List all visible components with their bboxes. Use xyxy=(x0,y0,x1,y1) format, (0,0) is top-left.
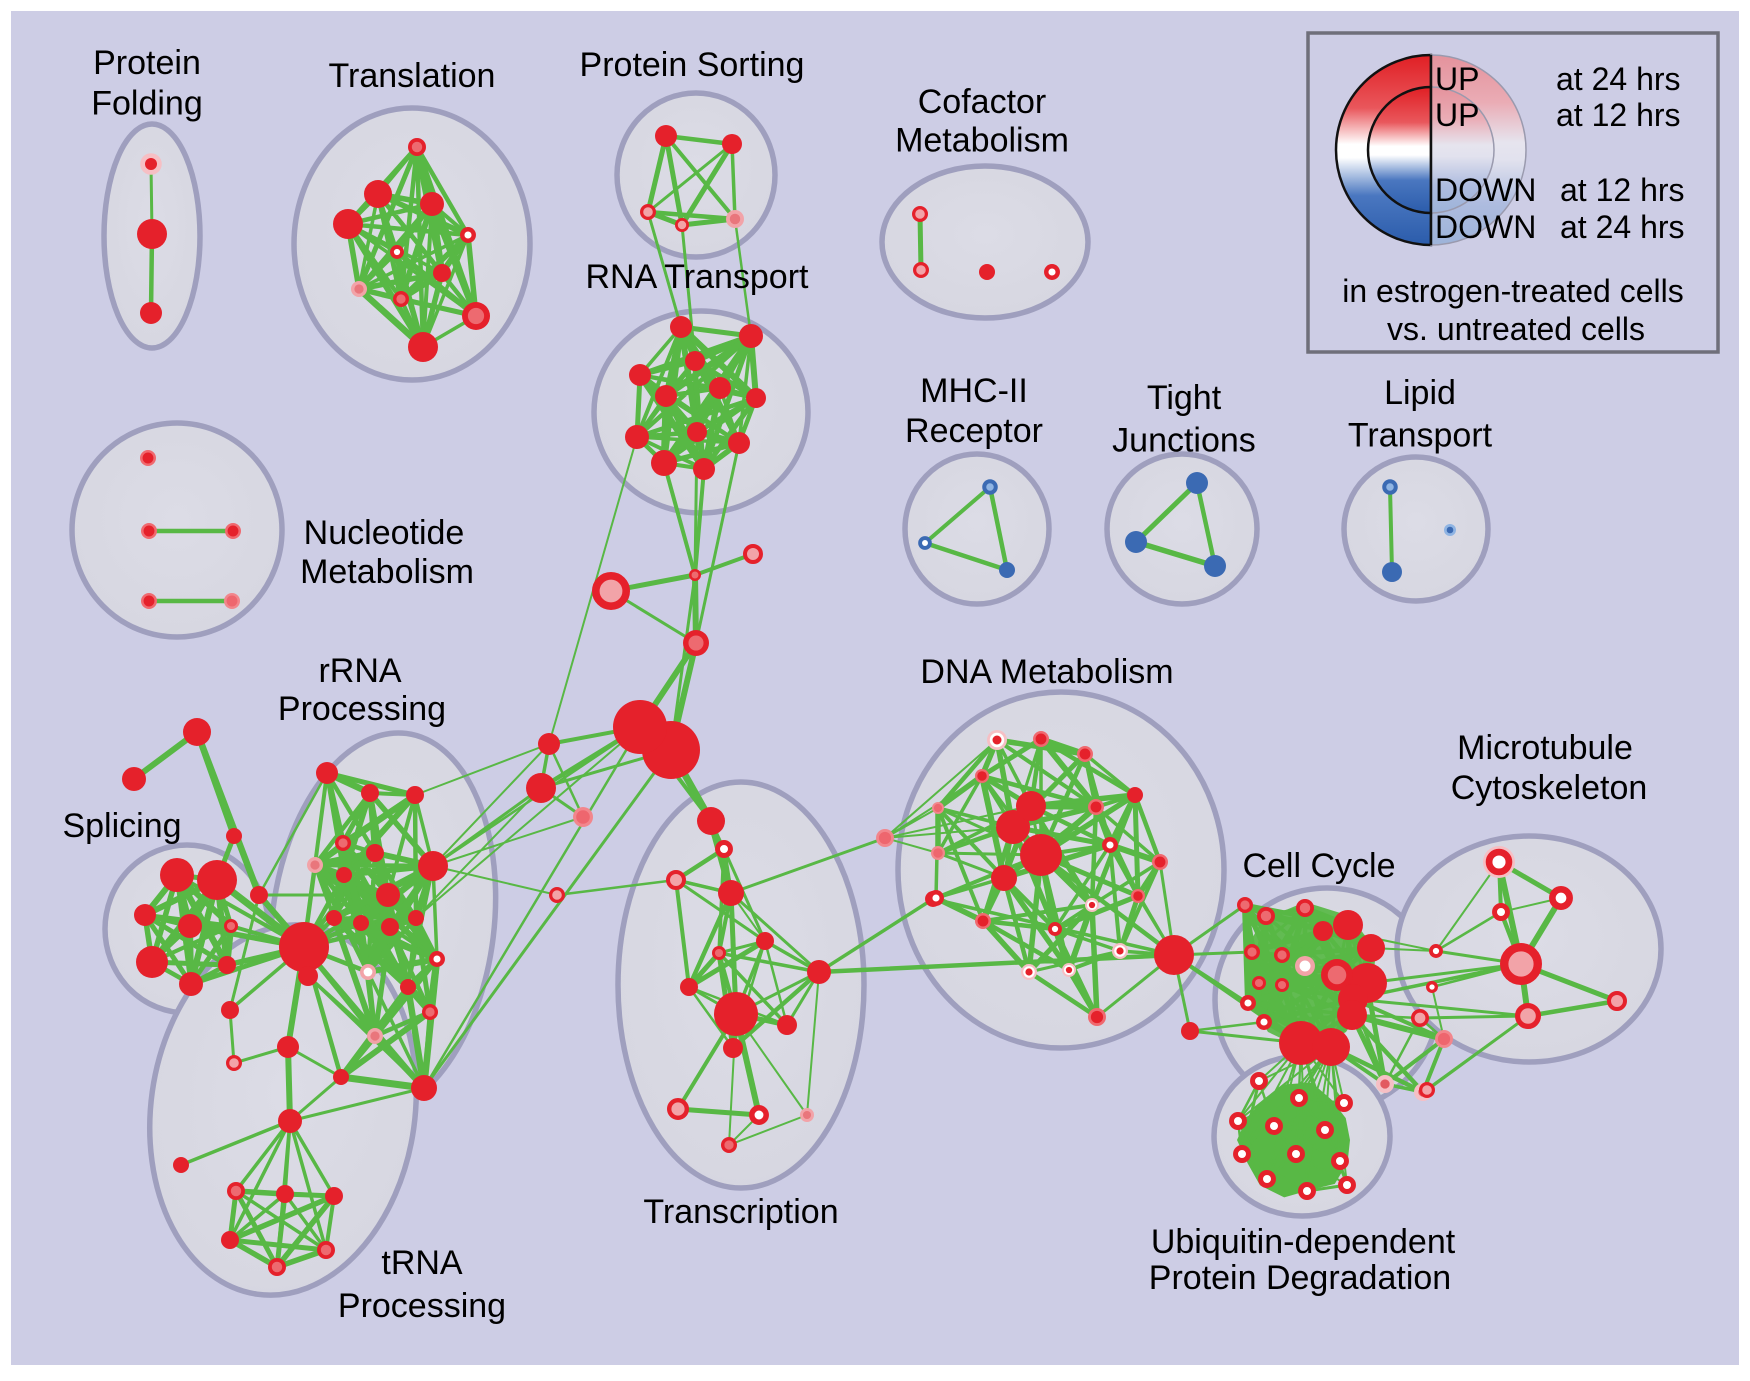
svg-text:Protein Degradation: Protein Degradation xyxy=(1149,1259,1451,1297)
svg-text:Transcription: Transcription xyxy=(643,1193,838,1231)
svg-text:Cofactor: Cofactor xyxy=(918,83,1047,121)
svg-text:Tight: Tight xyxy=(1147,379,1222,417)
svg-text:Protein Sorting: Protein Sorting xyxy=(580,46,805,84)
svg-text:UP: UP xyxy=(1435,61,1479,97)
svg-text:at 24 hrs: at 24 hrs xyxy=(1560,209,1685,245)
svg-text:Metabolism: Metabolism xyxy=(300,553,474,591)
svg-text:in estrogen-treated cells: in estrogen-treated cells xyxy=(1342,273,1684,309)
svg-text:Processing: Processing xyxy=(278,690,446,728)
svg-text:tRNA: tRNA xyxy=(381,1244,463,1282)
svg-text:RNA Transport: RNA Transport xyxy=(586,258,810,296)
svg-text:Metabolism: Metabolism xyxy=(895,122,1069,160)
svg-text:rRNA: rRNA xyxy=(318,652,401,690)
svg-text:DOWN: DOWN xyxy=(1435,209,1536,245)
svg-text:Nucleotide: Nucleotide xyxy=(304,514,465,552)
svg-text:Lipid: Lipid xyxy=(1384,374,1456,412)
svg-text:Receptor: Receptor xyxy=(905,412,1043,450)
svg-text:Translation: Translation xyxy=(329,57,496,95)
svg-text:vs. untreated cells: vs. untreated cells xyxy=(1387,311,1645,347)
svg-text:Cytoskeleton: Cytoskeleton xyxy=(1451,769,1648,807)
svg-text:Junctions: Junctions xyxy=(1112,422,1256,460)
svg-text:Ubiquitin-dependent: Ubiquitin-dependent xyxy=(1151,1223,1456,1261)
svg-text:Transport: Transport xyxy=(1348,417,1493,455)
svg-text:Processing: Processing xyxy=(338,1287,506,1325)
svg-text:DOWN: DOWN xyxy=(1435,172,1536,208)
svg-text:at 12 hrs: at 12 hrs xyxy=(1556,97,1681,133)
svg-text:Protein: Protein xyxy=(93,44,201,82)
svg-text:Cell Cycle: Cell Cycle xyxy=(1242,847,1395,885)
svg-text:Microtubule: Microtubule xyxy=(1457,729,1633,767)
svg-text:at 12 hrs: at 12 hrs xyxy=(1560,172,1685,208)
svg-text:at 24 hrs: at 24 hrs xyxy=(1556,61,1681,97)
svg-text:MHC-II: MHC-II xyxy=(920,372,1028,410)
svg-text:Folding: Folding xyxy=(91,85,203,123)
svg-text:Splicing: Splicing xyxy=(62,807,181,845)
svg-text:UP: UP xyxy=(1435,97,1479,133)
svg-text:DNA Metabolism: DNA Metabolism xyxy=(920,653,1173,691)
